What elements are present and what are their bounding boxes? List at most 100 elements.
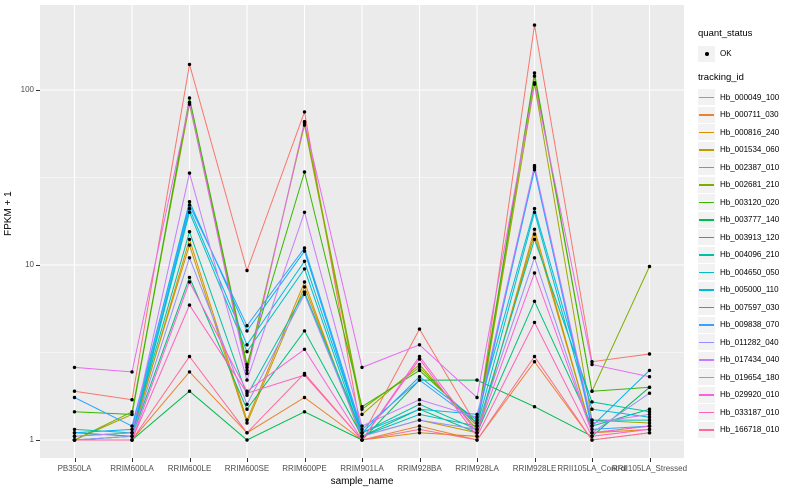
legend-item-label: Hb_001534_060: [720, 145, 780, 155]
data-point: [590, 418, 594, 422]
legend-key-box: [698, 316, 715, 333]
legend-item-ok: OK: [698, 45, 798, 63]
data-point: [245, 371, 249, 376]
legend-item-label: Hb_003913_120: [720, 232, 780, 242]
data-point: [302, 170, 307, 174]
legend-item-Hb_000049_100: Hb_000049_100: [698, 89, 798, 107]
legend-key-box: [698, 141, 715, 158]
data-point: [532, 405, 537, 409]
data-point: [187, 275, 192, 280]
data-point: [245, 438, 249, 442]
data-point: [532, 354, 537, 359]
legend-item-Hb_033187_010: Hb_033187_010: [698, 404, 798, 422]
legend-item-Hb_029920_010: Hb_029920_010: [698, 386, 798, 404]
data-point: [532, 71, 537, 75]
data-point: [245, 407, 249, 411]
data-point: [360, 427, 364, 432]
data-point: [475, 424, 479, 428]
data-point: [590, 407, 594, 411]
data-point: [532, 360, 537, 364]
data-point: [590, 389, 594, 393]
data-point: [647, 264, 652, 269]
legend-item-Hb_004650_050: Hb_004650_050: [698, 264, 798, 282]
data-point: [532, 299, 537, 303]
legend-item-label: Hb_000816_240: [720, 127, 780, 137]
line-icon: [699, 96, 714, 99]
line-icon: [699, 341, 714, 344]
data-point: [187, 389, 192, 393]
data-point: [187, 210, 192, 214]
data-point: [187, 200, 192, 204]
data-point: [475, 415, 479, 419]
plot-panel: [40, 5, 684, 458]
legend-item-label: OK: [720, 49, 732, 59]
legend-item-label: Hb_005000_110: [720, 285, 779, 295]
data-point: [302, 123, 307, 127]
data-point: [302, 119, 307, 124]
data-point: [647, 427, 652, 432]
data-point: [417, 327, 422, 331]
data-point: [360, 412, 364, 417]
x-tick-label: PB350LA: [57, 464, 92, 473]
data-point: [590, 427, 594, 432]
data-point: [187, 280, 192, 284]
legend-key-box: [698, 334, 715, 351]
data-point: [532, 210, 537, 214]
data-point: [302, 246, 307, 250]
data-point: [590, 362, 594, 367]
data-point: [532, 23, 537, 27]
data-point: [187, 206, 192, 211]
y-axis-title: FPKM + 1: [3, 191, 14, 236]
data-point: [72, 427, 77, 432]
data-point: [245, 349, 249, 354]
line-icon: [699, 114, 714, 116]
x-tick-label: RRIM901LA: [340, 464, 384, 473]
data-point: [532, 206, 537, 211]
data-point: [532, 232, 537, 236]
data-point: [417, 424, 422, 428]
legend-item-label: Hb_000049_100: [720, 92, 780, 102]
data-point: [245, 368, 249, 373]
data-point: [360, 365, 364, 370]
legend-key-box: [698, 264, 715, 281]
data-point: [72, 395, 77, 400]
data-point: [187, 230, 192, 234]
legend-key-box: [698, 421, 715, 438]
x-tick-label: RRIM928LA: [455, 464, 499, 473]
data-point: [187, 370, 192, 374]
x-tick-label: RRIM600LE: [167, 464, 212, 473]
data-point: [360, 407, 364, 411]
legend-item-label: Hb_004650_050: [720, 267, 780, 277]
data-point: [590, 421, 594, 425]
data-point: [647, 415, 652, 419]
data-point: [417, 427, 422, 432]
data-point: [245, 362, 249, 367]
data-point: [245, 391, 249, 395]
x-tick-label: RRIM600SE: [224, 464, 270, 473]
x-tick-label: RRIM600PE: [282, 464, 327, 473]
line-icon: [699, 166, 714, 169]
data-point: [302, 110, 307, 114]
data-point: [417, 375, 422, 379]
data-point: [360, 434, 364, 438]
data-point: [130, 431, 134, 435]
y-tick-mark: [36, 90, 40, 91]
data-point: [532, 227, 537, 231]
legend-item-label: Hb_000711_030: [720, 110, 779, 120]
y-tick-label: 10: [25, 260, 34, 269]
data-point: [475, 438, 479, 442]
data-point: [245, 329, 249, 333]
data-point: [417, 354, 422, 359]
legend-item-Hb_166718_010: Hb_166718_010: [698, 421, 798, 439]
data-point: [187, 243, 192, 247]
data-point: [475, 427, 479, 432]
data-point: [187, 237, 192, 242]
data-point: [302, 410, 307, 414]
x-tick-mark: [74, 458, 76, 462]
legend-tracking-id-items: Hb_000049_100 Hb_000711_030 Hb_000816_240 H…: [698, 89, 798, 439]
y-tick-label: 1: [29, 435, 34, 444]
data-point: [360, 424, 364, 428]
data-point: [647, 407, 652, 411]
legend-key-box: [698, 404, 715, 421]
legend-item-label: Hb_017434_040: [720, 355, 780, 365]
